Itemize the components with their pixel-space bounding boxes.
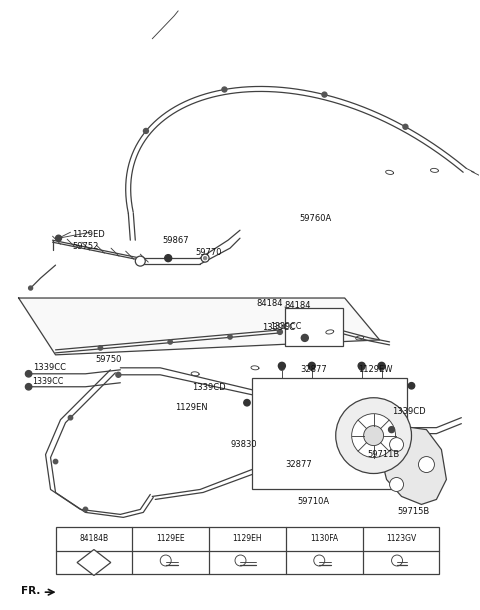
Text: 59752: 59752	[72, 242, 99, 251]
Circle shape	[378, 362, 385, 369]
Circle shape	[308, 362, 315, 369]
Text: 1339CC: 1339CC	[33, 364, 66, 372]
Circle shape	[379, 365, 384, 370]
Circle shape	[56, 235, 61, 241]
Text: 1129EE: 1129EE	[156, 534, 185, 543]
Circle shape	[168, 340, 172, 344]
Circle shape	[98, 346, 103, 350]
Circle shape	[68, 415, 72, 420]
Circle shape	[390, 478, 404, 492]
Text: 32877: 32877	[285, 460, 312, 469]
Circle shape	[352, 414, 396, 458]
Circle shape	[364, 426, 384, 445]
Bar	[56, 528, 439, 574]
Text: 1339CC: 1339CC	[33, 377, 64, 386]
Text: 59770: 59770	[195, 248, 222, 257]
Text: 1129EW: 1129EW	[358, 365, 392, 375]
Circle shape	[25, 384, 32, 390]
Circle shape	[309, 365, 314, 370]
Circle shape	[279, 365, 284, 370]
Bar	[285, 308, 343, 346]
Polygon shape	[77, 550, 111, 575]
Circle shape	[278, 362, 286, 369]
Circle shape	[301, 334, 308, 342]
Text: 84184: 84184	[256, 298, 282, 307]
Circle shape	[116, 372, 121, 378]
Text: 1339CD: 1339CD	[393, 407, 426, 416]
Text: 59711B: 59711B	[368, 450, 400, 459]
Circle shape	[359, 365, 364, 370]
Circle shape	[419, 456, 434, 473]
Text: 84184: 84184	[285, 301, 312, 309]
Text: 1129EH: 1129EH	[233, 534, 262, 543]
Circle shape	[201, 254, 209, 262]
Text: FR.: FR.	[21, 586, 40, 596]
Circle shape	[314, 555, 325, 566]
Text: 59715B: 59715B	[397, 507, 430, 516]
Circle shape	[358, 362, 365, 369]
Circle shape	[322, 92, 327, 97]
Text: 1129ED: 1129ED	[72, 230, 105, 239]
Text: 59760A: 59760A	[300, 214, 332, 223]
Circle shape	[235, 555, 246, 566]
Text: 59710A: 59710A	[298, 497, 330, 506]
Text: 1339CC: 1339CC	[270, 323, 301, 331]
Text: 1129EN: 1129EN	[175, 403, 208, 412]
Text: 1339CC: 1339CC	[262, 323, 295, 332]
Circle shape	[228, 335, 232, 339]
Circle shape	[390, 437, 404, 451]
Circle shape	[244, 400, 250, 406]
Text: 59867: 59867	[162, 235, 189, 245]
Circle shape	[389, 426, 395, 432]
Circle shape	[392, 555, 403, 566]
Circle shape	[165, 254, 172, 262]
Text: 1339CD: 1339CD	[192, 383, 226, 392]
Circle shape	[25, 371, 32, 377]
Polygon shape	[19, 298, 380, 355]
Text: 1130FA: 1130FA	[310, 534, 338, 543]
Circle shape	[135, 256, 145, 266]
Circle shape	[336, 398, 411, 473]
Text: 1123GV: 1123GV	[386, 534, 416, 543]
Circle shape	[222, 87, 227, 92]
Text: 32877: 32877	[300, 365, 326, 375]
Circle shape	[29, 286, 33, 290]
Text: 93830: 93830	[230, 440, 257, 449]
Circle shape	[277, 329, 282, 334]
Circle shape	[160, 555, 171, 566]
Text: 84184B: 84184B	[79, 534, 108, 543]
Circle shape	[144, 129, 148, 134]
Polygon shape	[382, 425, 446, 504]
Circle shape	[403, 124, 408, 129]
Circle shape	[408, 382, 415, 389]
Bar	[252, 378, 407, 489]
Circle shape	[83, 507, 88, 512]
Circle shape	[53, 459, 58, 464]
Text: 59750: 59750	[96, 356, 122, 364]
Circle shape	[204, 257, 206, 260]
